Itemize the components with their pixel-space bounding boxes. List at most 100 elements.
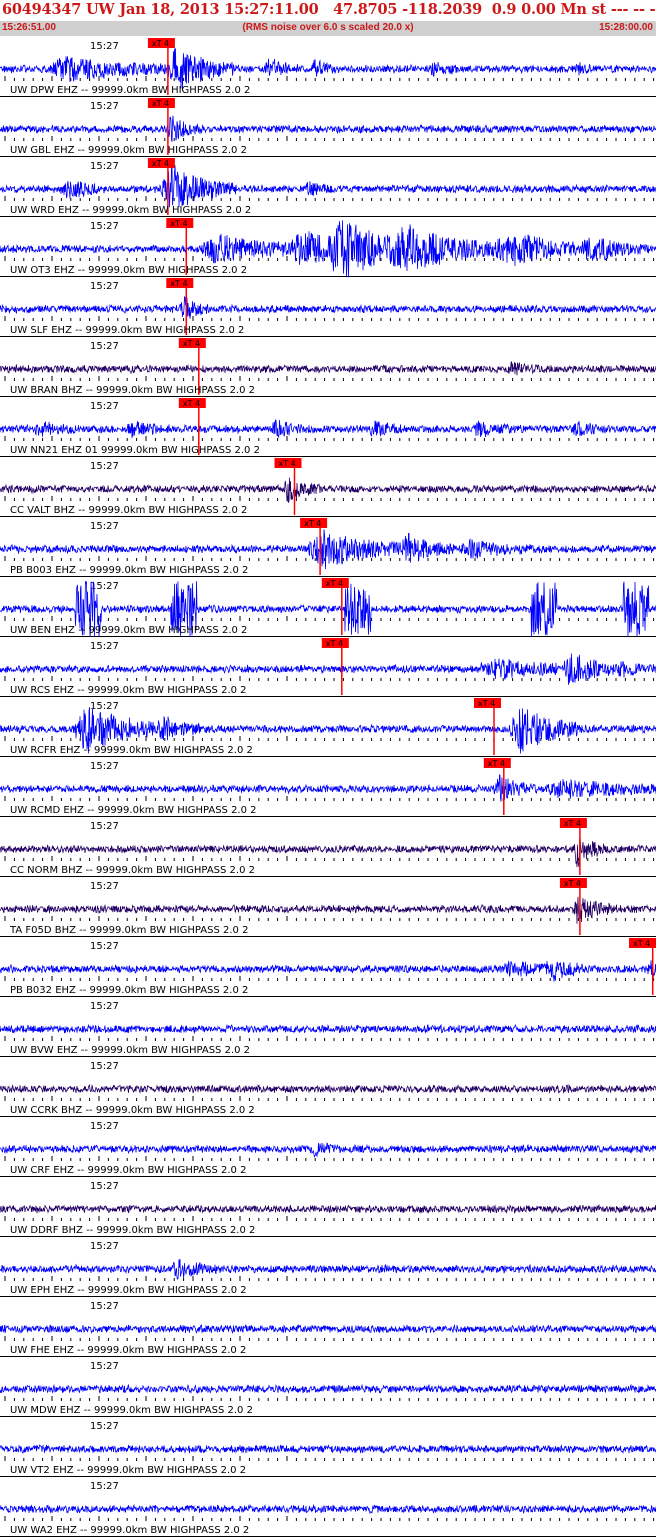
event-title: 60494347 UW Jan 18, 2013 15:27:11.00 47.…: [2, 1, 656, 18]
time-ticks: [4, 1276, 655, 1281]
time-ticks: [4, 1456, 655, 1461]
pick-flag: [483, 758, 511, 768]
pick-label: xT 4: [564, 879, 581, 888]
tick-label: 15:27: [90, 1061, 119, 1072]
time-ticks: [4, 856, 655, 861]
start-time-label: 15:26:51.00: [2, 22, 56, 33]
time-ticks: [4, 556, 655, 561]
station-label: PB B003 EHZ -- 99999.0km BW HIGHPASS 2.0…: [10, 565, 248, 576]
pick-label: xT 4: [183, 339, 200, 348]
pick-label: xT 4: [152, 159, 169, 168]
trace-row: 15:27 xT 4 UW OT3 EHZ -- 99999.0km BW HIGH…: [0, 218, 656, 278]
station-label: UW WRD EHZ -- 99999.0km BW HIGHPASS 2.0 …: [10, 205, 251, 216]
pick-flag: [559, 878, 587, 888]
waveform: [0, 581, 656, 638]
trace-row: 15:27 xT 4 UW BEN EHZ -- 99999.0km BW HIGH…: [0, 578, 656, 638]
pick-flag: [300, 518, 328, 528]
trace-row: 15:27 UW CRF EHZ -- 99999.0km BW HIGHPASS…: [0, 1121, 656, 1177]
trace-row: 15:27 xT 4 UW BRAN BHZ -- 99999.0km BW HIG…: [0, 338, 656, 397]
tick-label: 15:27: [90, 881, 119, 892]
station-label: UW RCMD EHZ -- 99999.0km BW HIGHPASS 2.0…: [10, 805, 257, 816]
time-ticks: [4, 976, 655, 981]
trace-row: 15:27 xT 4 UW NN21 EHZ 01 99999.0km BW HIG…: [0, 398, 656, 457]
trace-row: 15:27 xT 4 UW RCS EHZ -- 99999.0km BW HIGH…: [0, 638, 656, 697]
tick-label: 15:27: [90, 281, 119, 292]
trace-row: 15:27 xT 4 UW RCFR EHZ -- 99999.0km BW HIG…: [0, 698, 656, 757]
time-ticks: [4, 196, 655, 201]
waveform: [0, 707, 656, 754]
station-label: TA F05D BHZ -- 99999.0km BW HIGHPASS 2.0…: [9, 925, 248, 936]
pick-flag: [166, 278, 194, 288]
pick-label: xT 4: [183, 399, 200, 408]
station-label: CC NORM BHZ -- 99999.0km BW HIGHPASS 2.0…: [10, 865, 255, 876]
waveform: [0, 361, 656, 376]
time-ticks: [4, 76, 655, 81]
waveform: [0, 477, 656, 503]
station-label: UW EPH EHZ -- 99999.0km BW HIGHPASS 2.0 …: [10, 1285, 247, 1296]
pick-flag: [147, 38, 175, 48]
tick-label: 15:27: [90, 461, 119, 472]
pick-label: xT 4: [326, 639, 343, 648]
trace-row: 15:27 UW MDW EHZ -- 99999.0km BW HIGHPASS…: [0, 1361, 656, 1417]
tick-label: 15:27: [90, 521, 119, 532]
pick-flag: [474, 698, 501, 708]
trace-row: 15:27 xT 4 TA F05D BHZ -- 99999.0km BW HIG…: [0, 878, 656, 937]
waveform: [0, 1323, 656, 1335]
rms-note-label: (RMS noise over 6.0 s scaled 20.0 x): [242, 22, 414, 33]
pick-flag: [166, 218, 194, 228]
time-ticks: [4, 1156, 655, 1161]
trace-row: 15:27 UW VT2 EHZ -- 99999.0km BW HIGHPASS…: [0, 1421, 656, 1477]
pick-label: xT 4: [152, 39, 169, 48]
tick-label: 15:27: [90, 221, 119, 232]
station-label: UW BRAN BHZ -- 99999.0km BW HIGHPASS 2.0…: [10, 385, 255, 396]
time-ticks: [4, 316, 655, 321]
station-label: UW MDW EHZ -- 99999.0km BW HIGHPASS 2.0 …: [10, 1405, 253, 1416]
pick-label: xT 4: [564, 819, 581, 828]
time-ticks: [4, 1216, 655, 1221]
tick-label: 15:27: [90, 1001, 119, 1012]
waveform: [0, 295, 656, 319]
time-ticks: [4, 1336, 655, 1341]
record-header: 60494347 UW Jan 18, 2013 15:27:11.00 47.…: [0, 0, 656, 36]
waveform: [0, 1204, 656, 1215]
waveform: [0, 1444, 656, 1455]
waveform: [0, 220, 656, 278]
station-label: UW RCS EHZ -- 99999.0km BW HIGHPASS 2.0 …: [10, 685, 247, 696]
pick-label: xT 4: [279, 459, 296, 468]
waveform: [0, 48, 656, 91]
trace-row: 15:27 UW FHE EHZ -- 99999.0km BW HIGHPASS…: [0, 1301, 656, 1357]
time-ticks: [4, 256, 655, 261]
tick-label: 15:27: [90, 1421, 119, 1432]
waveform: [0, 1142, 656, 1159]
waveform: [0, 164, 656, 208]
pick-label: xT 4: [170, 219, 187, 228]
pick-label: xT 4: [633, 939, 650, 948]
time-ticks: [4, 376, 655, 381]
station-label: UW CRF EHZ -- 99999.0km BW HIGHPASS 2.0 …: [10, 1165, 246, 1176]
waveform: [0, 529, 656, 570]
station-label: UW BEN EHZ -- 99999.0km BW HIGHPASS 2.0 …: [10, 625, 247, 636]
tick-label: 15:27: [90, 1481, 119, 1492]
pick-label: xT 4: [478, 699, 495, 708]
end-time-label: 15:28:00.00: [599, 22, 653, 33]
station-label: UW GBL EHZ -- 99999.0km BW HIGHPASS 2.0 …: [10, 145, 247, 156]
station-label: CC VALT BHZ -- 99999.0km BW HIGHPASS 2.0…: [10, 505, 247, 516]
station-label: UW OT3 EHZ -- 99999.0km BW HIGHPASS 2.0 …: [10, 265, 247, 276]
time-ticks: [4, 1036, 655, 1041]
tick-label: 15:27: [90, 101, 119, 112]
tick-label: 15:27: [90, 761, 119, 772]
time-ticks: [4, 616, 655, 621]
station-label: UW SLF EHZ -- 99999.0km BW HIGHPASS 2.0 …: [10, 325, 244, 336]
pick-label: xT 4: [488, 759, 505, 768]
waveform: [0, 1503, 656, 1515]
waveform: [0, 774, 656, 802]
tick-label: 15:27: [90, 821, 119, 832]
time-ticks: [4, 496, 655, 501]
trace-row: 15:27 xT 4 UW DPW EHZ -- 99999.0km BW HIGH…: [0, 38, 656, 97]
station-label: UW VT2 EHZ -- 99999.0km BW HIGHPASS 2.0 …: [10, 1465, 246, 1476]
pick-flag: [178, 398, 206, 408]
station-label: PB B032 EHZ -- 99999.0km BW HIGHPASS 2.0…: [10, 985, 248, 996]
station-label: UW BVW EHZ -- 99999.0km BW HIGHPASS 2.0 …: [10, 1045, 250, 1056]
trace-row: 15:27 UW DDRF BHZ -- 99999.0km BW HIGHPAS…: [0, 1181, 656, 1237]
tick-label: 15:27: [90, 1301, 119, 1312]
